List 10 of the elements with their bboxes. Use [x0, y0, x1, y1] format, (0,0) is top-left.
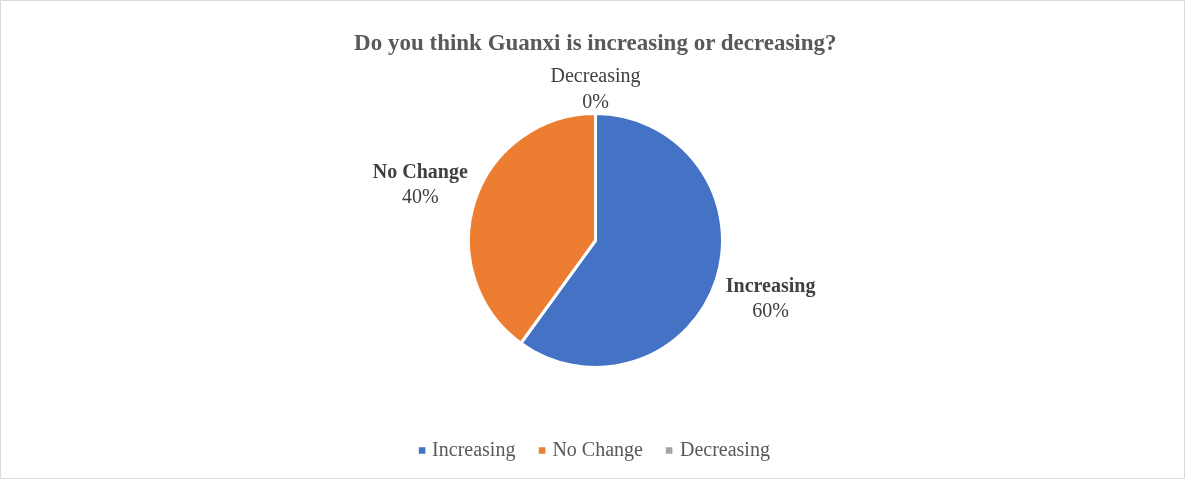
- legend-label: Decreasing: [679, 438, 770, 461]
- category-label: Decreasing: [550, 64, 641, 87]
- legend-label: No Change: [552, 438, 643, 461]
- slice-label: No Change: [372, 159, 468, 183]
- slice-label: Increasing: [725, 273, 816, 297]
- data-label: 60%: [752, 299, 789, 322]
- legend-label: Increasing: [432, 438, 516, 461]
- text: 0%: [582, 89, 609, 112]
- chart-title: Do you think Guanxi is increasing or decreasing?: [354, 30, 837, 55]
- data-label: 40%: [402, 185, 439, 208]
